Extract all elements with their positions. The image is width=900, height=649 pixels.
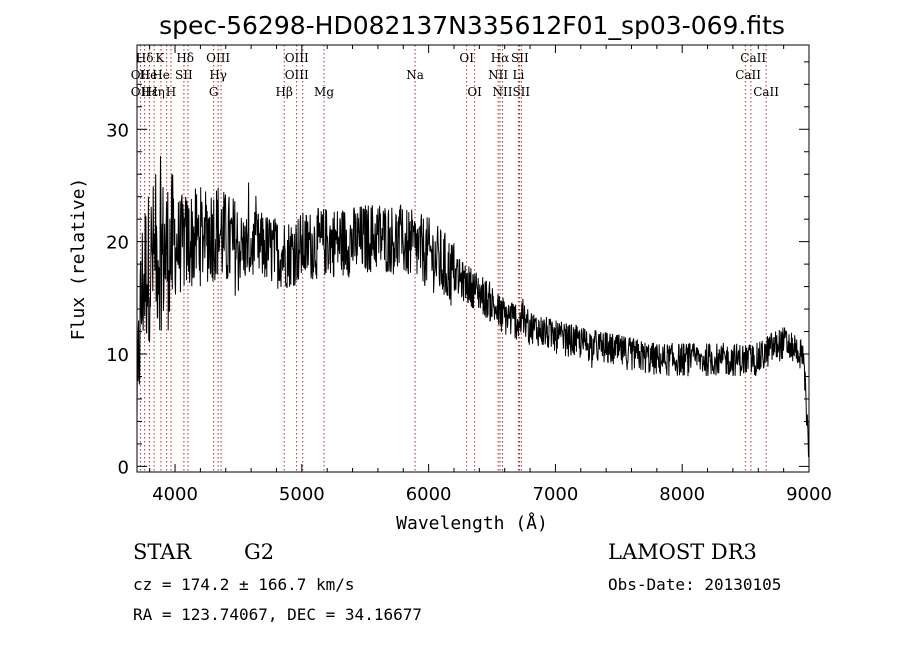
- chart-title: spec-56298-HD082137N335612F01_sp03-069.f…: [159, 11, 785, 40]
- line-label: OIII: [206, 51, 230, 65]
- line-label: Hβ: [276, 85, 293, 99]
- x-axis-ticks: 4000 5000 6000 7000 8000 9000: [149, 45, 832, 505]
- line-label: H: [166, 85, 176, 99]
- y-tick-label: 10: [106, 345, 129, 366]
- line-label: Hη: [147, 85, 165, 99]
- line-label: NII: [493, 85, 513, 99]
- x-tick-label: 7000: [533, 484, 579, 505]
- line-label: Na: [406, 68, 424, 82]
- y-tick-label: 30: [106, 120, 129, 141]
- spectrum-line: [136, 156, 810, 458]
- line-label: SII: [511, 51, 529, 65]
- x-tick-label: 6000: [406, 484, 452, 505]
- line-label: Mg: [314, 85, 334, 99]
- line-label: OIII: [285, 68, 309, 82]
- line-label: CaII: [735, 68, 761, 82]
- line-label: Hε: [141, 85, 158, 99]
- line-label: He: [140, 68, 158, 82]
- x-tick-label: 5000: [279, 484, 325, 505]
- x-tick-label: 9000: [786, 484, 832, 505]
- line-label: OI: [467, 85, 482, 99]
- line-label: Hδ: [176, 51, 194, 65]
- spectral-subclass: G2: [244, 540, 274, 564]
- line-label: OIII: [285, 51, 309, 65]
- line-label: Hα: [491, 51, 510, 65]
- line-label: G: [209, 85, 219, 99]
- line-label: K: [155, 51, 165, 65]
- line-label: Li: [512, 68, 524, 82]
- line-label: SII: [175, 68, 193, 82]
- plot-frame: [136, 44, 810, 473]
- y-axis-ticks: 0 10 20 30: [106, 61, 809, 478]
- x-tick-label: 8000: [659, 484, 705, 505]
- survey-name: LAMOST DR3: [608, 540, 757, 564]
- y-tick-label: 20: [106, 233, 129, 254]
- y-axis-label: Flux (relative): [68, 178, 89, 341]
- line-label: OII: [131, 85, 151, 99]
- line-label: Hδ: [136, 51, 154, 65]
- line-label: OI: [459, 51, 474, 65]
- line-label: SII: [512, 85, 530, 99]
- x-axis-label: Wavelength (Å): [396, 512, 548, 534]
- line-label: NII: [488, 68, 508, 82]
- x-tick-label: 4000: [152, 484, 198, 505]
- obs-date-text: Obs-Date: 20130105: [608, 575, 781, 594]
- line-label: CaII: [753, 85, 779, 99]
- redshift-text: cz = 174.2 ± 166.7 km/s: [133, 575, 355, 594]
- line-label: Hγ: [209, 68, 227, 82]
- line-label: He: [152, 68, 170, 82]
- y-tick-label: 0: [118, 457, 129, 478]
- line-label: CaII: [740, 51, 766, 65]
- line-label: OII: [131, 68, 151, 82]
- object-type: STAR: [133, 540, 192, 564]
- coordinates-text: RA = 123.74067, DEC = 34.16677: [133, 605, 422, 624]
